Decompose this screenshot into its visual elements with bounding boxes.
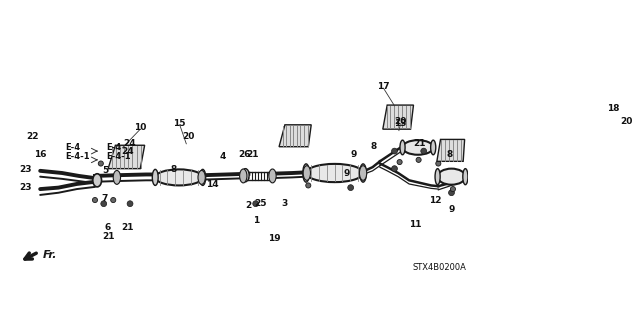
Ellipse shape bbox=[152, 169, 158, 185]
Text: 23: 23 bbox=[19, 183, 32, 192]
Text: 13: 13 bbox=[394, 119, 406, 128]
Text: 26: 26 bbox=[237, 150, 250, 159]
Ellipse shape bbox=[111, 197, 116, 203]
Text: 8: 8 bbox=[446, 150, 452, 159]
Text: 24: 24 bbox=[122, 147, 134, 156]
Text: 2: 2 bbox=[245, 201, 252, 211]
Ellipse shape bbox=[451, 187, 456, 192]
Ellipse shape bbox=[431, 140, 436, 155]
Ellipse shape bbox=[438, 169, 465, 185]
Text: 21: 21 bbox=[413, 139, 426, 148]
Ellipse shape bbox=[303, 166, 310, 180]
Text: 9: 9 bbox=[343, 168, 349, 177]
Text: STX4B0200A: STX4B0200A bbox=[413, 263, 467, 272]
Polygon shape bbox=[108, 145, 145, 169]
Polygon shape bbox=[383, 105, 413, 129]
Text: 15: 15 bbox=[173, 119, 186, 128]
Text: 9: 9 bbox=[350, 150, 356, 159]
Ellipse shape bbox=[463, 169, 468, 185]
Ellipse shape bbox=[253, 201, 259, 207]
Ellipse shape bbox=[435, 169, 440, 185]
Ellipse shape bbox=[306, 183, 311, 188]
Text: 18: 18 bbox=[607, 104, 620, 113]
Ellipse shape bbox=[360, 166, 367, 180]
Ellipse shape bbox=[348, 185, 353, 190]
Text: 20: 20 bbox=[621, 117, 633, 126]
Text: 23: 23 bbox=[19, 165, 32, 174]
Text: 3: 3 bbox=[282, 199, 288, 208]
Text: E-4-1: E-4-1 bbox=[106, 152, 131, 161]
Text: 19: 19 bbox=[268, 234, 280, 243]
Ellipse shape bbox=[420, 148, 427, 154]
Ellipse shape bbox=[392, 148, 397, 154]
Text: 21: 21 bbox=[122, 223, 134, 232]
Ellipse shape bbox=[269, 169, 276, 183]
Text: 21: 21 bbox=[246, 150, 259, 159]
Text: 10: 10 bbox=[134, 123, 147, 132]
Ellipse shape bbox=[436, 161, 441, 166]
Text: 17: 17 bbox=[377, 82, 390, 91]
Ellipse shape bbox=[200, 169, 205, 185]
Ellipse shape bbox=[303, 164, 309, 182]
Ellipse shape bbox=[239, 169, 247, 183]
Text: 22: 22 bbox=[27, 132, 39, 141]
Text: 16: 16 bbox=[34, 150, 47, 159]
Text: 14: 14 bbox=[205, 180, 218, 189]
Text: 5: 5 bbox=[102, 166, 108, 175]
Ellipse shape bbox=[92, 197, 97, 203]
Text: 8: 8 bbox=[371, 142, 377, 151]
Text: Fr.: Fr. bbox=[42, 250, 57, 260]
Text: 21: 21 bbox=[102, 232, 115, 241]
Text: 4: 4 bbox=[220, 152, 226, 161]
Ellipse shape bbox=[99, 161, 104, 166]
Ellipse shape bbox=[113, 170, 120, 184]
Ellipse shape bbox=[392, 166, 397, 172]
Ellipse shape bbox=[101, 201, 107, 207]
Text: E-4: E-4 bbox=[106, 143, 121, 152]
Text: 6: 6 bbox=[105, 223, 111, 232]
Ellipse shape bbox=[400, 140, 405, 155]
Ellipse shape bbox=[416, 157, 421, 162]
Text: 9: 9 bbox=[448, 205, 454, 214]
Ellipse shape bbox=[118, 161, 123, 166]
Text: 8: 8 bbox=[170, 165, 176, 174]
Text: 11: 11 bbox=[409, 220, 421, 229]
Text: 20: 20 bbox=[182, 132, 195, 141]
Text: 25: 25 bbox=[254, 199, 266, 208]
Text: 7: 7 bbox=[101, 194, 108, 203]
Polygon shape bbox=[279, 125, 311, 147]
Polygon shape bbox=[437, 139, 465, 161]
Text: 20: 20 bbox=[394, 117, 406, 126]
Text: 24: 24 bbox=[124, 139, 136, 148]
Text: E-4: E-4 bbox=[66, 143, 81, 152]
Ellipse shape bbox=[360, 164, 366, 182]
Text: E-4-1: E-4-1 bbox=[66, 152, 90, 161]
Ellipse shape bbox=[306, 164, 363, 182]
Ellipse shape bbox=[156, 169, 203, 185]
Text: 1: 1 bbox=[253, 216, 259, 225]
Ellipse shape bbox=[127, 201, 133, 207]
Ellipse shape bbox=[242, 169, 249, 182]
Ellipse shape bbox=[360, 170, 365, 175]
Ellipse shape bbox=[198, 170, 205, 184]
Ellipse shape bbox=[449, 190, 454, 196]
Ellipse shape bbox=[93, 174, 102, 187]
Ellipse shape bbox=[403, 140, 433, 155]
Text: 12: 12 bbox=[429, 196, 442, 205]
Ellipse shape bbox=[397, 160, 402, 165]
